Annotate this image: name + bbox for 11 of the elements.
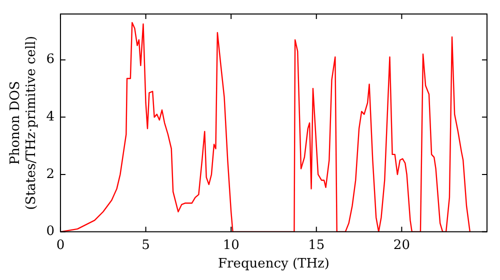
- x-tick-label: 10: [222, 238, 240, 253]
- x-tick-label: 0: [56, 238, 65, 253]
- y-tick-label: 2: [46, 166, 54, 182]
- x-tick-label: 20: [393, 238, 410, 253]
- y-tick-label: 0: [46, 224, 54, 240]
- y-tick-label: 6: [46, 52, 54, 68]
- y-axis-title: Phonon DOS (States/THz·primitive cell): [8, 36, 39, 210]
- x-tick-label: 15: [308, 238, 325, 253]
- x-axis-title: Frequency (THz): [218, 256, 330, 272]
- y-tick-label: 4: [46, 110, 54, 125]
- x-tick-label: 5: [142, 238, 150, 253]
